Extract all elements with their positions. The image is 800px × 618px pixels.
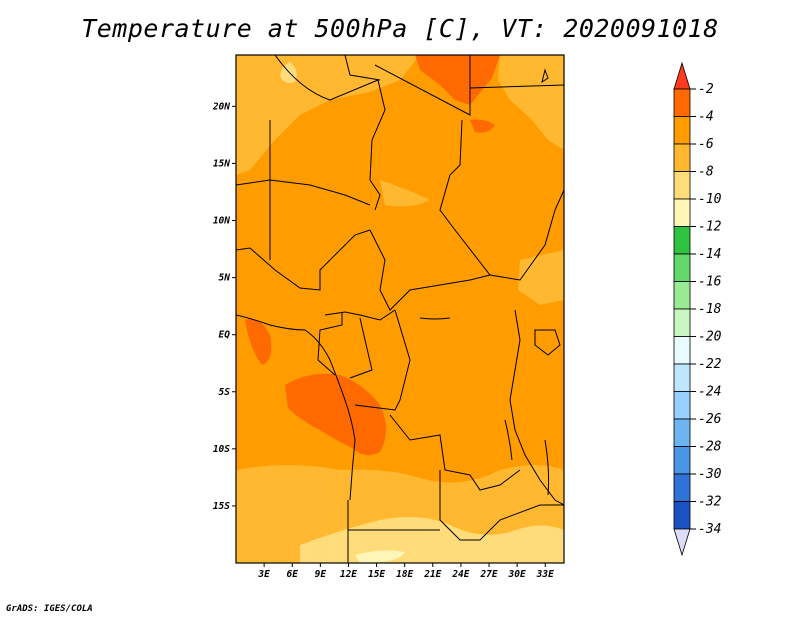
border-north-1: [274, 55, 386, 211]
colorbar-segment: [673, 473, 691, 502]
colorbar-segment: [673, 253, 691, 282]
border-north-3: [374, 55, 471, 116]
longitude-axis: 3E 6E 9E 12E 15E 18E 21E 24E 27E 30E 33E: [257, 563, 554, 580]
grads-credit: GrADS: IGES/COLA: [6, 604, 93, 614]
field-warm-spot: [470, 119, 495, 133]
temperature-field: [236, 55, 564, 563]
colorbar-label: -14: [698, 247, 721, 262]
colorbar-label: -12: [698, 220, 722, 235]
lat-tick-label: 5S: [219, 387, 231, 398]
map-frame: [235, 54, 565, 564]
lon-tick-label: 24E: [451, 569, 469, 580]
lat-tick-label: 10S: [213, 444, 230, 455]
lake-tanganyika: [504, 419, 513, 461]
colorbar-segment: [673, 363, 691, 392]
lon-tick-label: 12E: [340, 569, 357, 580]
lon-tick-label: 6E: [287, 569, 299, 580]
lat-tick-label: 15N: [213, 158, 230, 169]
lon-tick-label: 33E: [536, 569, 554, 580]
colorbar-bottom-arrow: [673, 528, 691, 557]
lake-victoria-outline: [534, 329, 561, 356]
colorbar-label: -2: [698, 82, 714, 97]
border-east-2: [509, 309, 564, 506]
lon-tick-label: 3E: [257, 569, 270, 580]
colorbar-segment: [673, 391, 691, 420]
border-west-3: [236, 229, 371, 291]
border-center-4: [349, 317, 373, 379]
lon-tick-label: 9E: [315, 569, 327, 580]
field-warm-west-coast: [245, 319, 272, 365]
field-cool-south: [300, 516, 564, 563]
lat-tick-label: 10N: [213, 216, 230, 227]
colorbar-label: -20: [698, 330, 722, 345]
border-west-1: [236, 179, 371, 206]
colorbar-label: -26: [698, 412, 722, 427]
lon-tick-label: 21E: [423, 569, 441, 580]
country-borders: [236, 55, 564, 563]
lake-malawi: [544, 439, 550, 496]
colorbar-label: -24: [698, 385, 721, 400]
border-center-2: [324, 309, 396, 321]
colorbar-segment: [673, 116, 691, 145]
colorbar-segment: [673, 446, 691, 475]
colorbar-segment: [673, 308, 691, 337]
colorbar-top-arrow: [673, 61, 691, 90]
colorbar-label: -34: [698, 522, 721, 537]
field-mild-east: [518, 250, 564, 305]
colorbar-label: -4: [698, 110, 714, 125]
border-south-2: [439, 470, 564, 541]
border-center-5: [354, 309, 411, 411]
lake-fragment-1: [419, 317, 451, 320]
colorbar-segment: [673, 336, 691, 365]
lat-tick-label: EQ: [219, 330, 231, 341]
colorbar-label: -6: [698, 137, 714, 152]
colorbar-label: -32: [698, 495, 722, 510]
colorbar-segment: [673, 88, 691, 117]
colorbar-label: -28: [698, 440, 722, 455]
colorbar-segment: [673, 281, 691, 310]
lat-tick-label: 20N: [212, 101, 230, 112]
field-coolest-south: [355, 550, 405, 563]
colorbar-segment: [673, 418, 691, 447]
lon-tick-label: 15E: [368, 569, 385, 580]
colorbar: -2 -4 -6 -8 -10 -12 -14 -16 -18 -20 -22 -24 -26 -28 -3…: [673, 61, 722, 557]
colorbar-label: -18: [698, 302, 722, 317]
coastline-northeast: [541, 68, 549, 84]
colorbar-label: -22: [698, 357, 722, 372]
field-warm-southwest: [285, 373, 386, 456]
colorbar-label: -10: [698, 192, 722, 207]
border-east-1: [439, 119, 564, 281]
map-title: Temperature at 500hPa [C], VT: 202009101…: [81, 14, 719, 43]
coastline-west: [236, 314, 356, 501]
colorbar-segment: [673, 171, 691, 200]
border-north-4: [469, 84, 564, 89]
colorbar-segment: [673, 226, 691, 255]
colorbar-segment: [673, 198, 691, 227]
border-north-2: [344, 55, 381, 81]
field-warm-north: [415, 55, 500, 105]
border-south-1: [389, 414, 521, 491]
lon-tick-label: 30E: [508, 569, 526, 580]
latitude-axis: 20N 15N 10N 5N EQ 5S 10S 15S: [212, 101, 236, 512]
colorbar-segment: [673, 143, 691, 172]
colorbar-segment: [673, 501, 691, 530]
field-mild-north-west: [236, 55, 420, 175]
lat-tick-label: 5N: [219, 273, 231, 284]
lat-tick-label: 15S: [213, 501, 230, 512]
colorbar-label: -16: [698, 275, 722, 290]
field-mild-center: [380, 180, 430, 207]
colorbar-label: -8: [698, 165, 714, 180]
lon-tick-label: 18E: [396, 569, 413, 580]
colorbar-label: -30: [698, 467, 722, 482]
border-center-3: [317, 312, 343, 376]
border-center-1: [369, 229, 491, 311]
lon-tick-label: 27E: [479, 569, 497, 580]
